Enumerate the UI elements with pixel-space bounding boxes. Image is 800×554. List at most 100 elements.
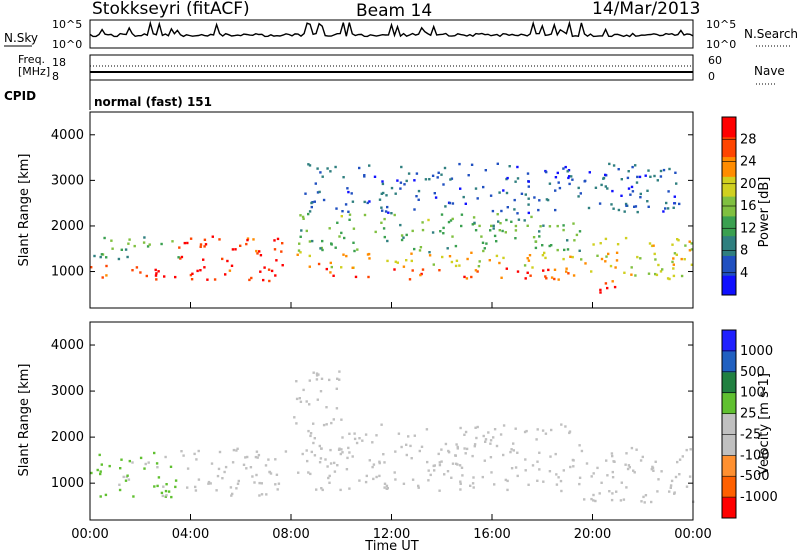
power-cell: [281, 242, 284, 245]
velocity-cell: [309, 432, 313, 435]
power-cell: [402, 265, 406, 268]
power-cell: [565, 270, 568, 273]
power-cell: [616, 243, 620, 246]
power-cell: [539, 225, 542, 228]
power-cell: [493, 234, 497, 238]
velocity-cell: [405, 443, 408, 446]
freq-panel-frame: [89, 54, 694, 81]
cpid-value: normal (fast) 151: [94, 95, 212, 109]
power-cell: [454, 244, 458, 248]
velocity-cell: [383, 461, 386, 464]
velocity-cell: [315, 374, 319, 377]
velocity-cell: [338, 378, 341, 381]
power-cell: [562, 167, 565, 170]
power-cell: [418, 249, 422, 252]
x-axis-label: Time UT: [364, 539, 418, 554]
velocity-cell: [365, 474, 368, 478]
power-cell: [199, 269, 202, 272]
power-cell: [544, 275, 547, 278]
velocity-cell: [341, 436, 344, 439]
power-cell: [117, 257, 121, 261]
power-cell: [396, 261, 399, 264]
velocity-cell: [456, 447, 459, 450]
velocity-cell: [625, 486, 628, 489]
power-cell: [421, 228, 425, 232]
velocity-cell: [237, 479, 240, 483]
power-cell: [431, 231, 435, 234]
power-cell: [500, 276, 503, 279]
power-cell: [402, 236, 405, 239]
power-cell: [690, 242, 693, 245]
power-cell: [256, 252, 259, 255]
power-cell: [544, 256, 547, 260]
power-cell: [672, 263, 675, 266]
power-colorbar-swatch: [722, 255, 736, 276]
power-cell: [532, 236, 536, 239]
velocity-cell: [324, 458, 327, 461]
power-cell: [385, 194, 388, 197]
power-cell: [442, 226, 445, 230]
power-cell: [135, 266, 139, 269]
power-cell: [524, 193, 527, 196]
velocity-cell: [463, 447, 466, 450]
power-cell: [330, 265, 333, 269]
velocity-cell: [378, 460, 381, 463]
velocity-cell: [654, 460, 657, 463]
power-cell: [448, 201, 452, 205]
power-cell: [666, 277, 670, 280]
power-cell: [606, 286, 609, 290]
power-cell: [342, 176, 345, 179]
velocity-cell: [490, 471, 493, 474]
power-cell: [490, 224, 493, 228]
power-cell: [373, 175, 377, 178]
velocity-cell: [610, 498, 614, 502]
velocity-cell: [186, 467, 190, 470]
velocity-cell: [340, 448, 343, 451]
velocity-cell: [164, 489, 168, 493]
velocity-cell: [312, 441, 315, 445]
velocity-cell: [444, 442, 448, 446]
velocity-cell: [454, 454, 457, 457]
velocity-cell: [147, 461, 150, 464]
velocity-cell: [320, 447, 323, 450]
velocity-cell: [514, 466, 518, 469]
velocity-cell: [364, 433, 368, 436]
power-cell: [280, 250, 283, 253]
power-cell: [449, 219, 453, 222]
power-cell: [320, 246, 323, 250]
velocity-cell: [417, 484, 420, 488]
velocity-cell: [245, 467, 248, 470]
power-cell: [346, 187, 349, 190]
power-cell: [424, 178, 428, 181]
velocity-cell: [216, 474, 220, 478]
velocity-cell: [371, 465, 374, 469]
velocity-cell: [254, 455, 258, 459]
velocity-cell: [472, 486, 475, 489]
power-cell: [332, 274, 335, 277]
velocity-colorbar-swatch: [722, 455, 736, 477]
velocity-cell: [98, 453, 101, 457]
power-cell: [105, 264, 108, 268]
power-colorbar-swatch: [722, 176, 736, 197]
velocity-colorbar-tick-label: 500: [740, 365, 765, 380]
velocity-cell: [274, 458, 277, 461]
power-cell: [155, 278, 158, 281]
velocity-cell: [578, 482, 581, 486]
power-cell: [639, 257, 642, 260]
power-cell: [329, 271, 332, 274]
nave-tick-bottom: 0: [708, 70, 715, 83]
velocity-cell: [592, 472, 595, 475]
power-cell: [308, 254, 311, 258]
power-cell: [553, 268, 557, 271]
power-cell: [672, 257, 675, 260]
velocity-cell: [329, 462, 333, 465]
velocity-cell: [598, 492, 601, 495]
power-cell: [654, 272, 657, 276]
power-colorbar-tick-label: 4: [740, 266, 748, 281]
power-cell: [534, 240, 538, 243]
velocity-colorbar-tick-label: 1000: [740, 344, 773, 359]
power-cell: [538, 230, 541, 233]
velocity-cell: [440, 460, 443, 463]
velocity-cell: [372, 463, 376, 466]
power-cell: [548, 244, 551, 248]
